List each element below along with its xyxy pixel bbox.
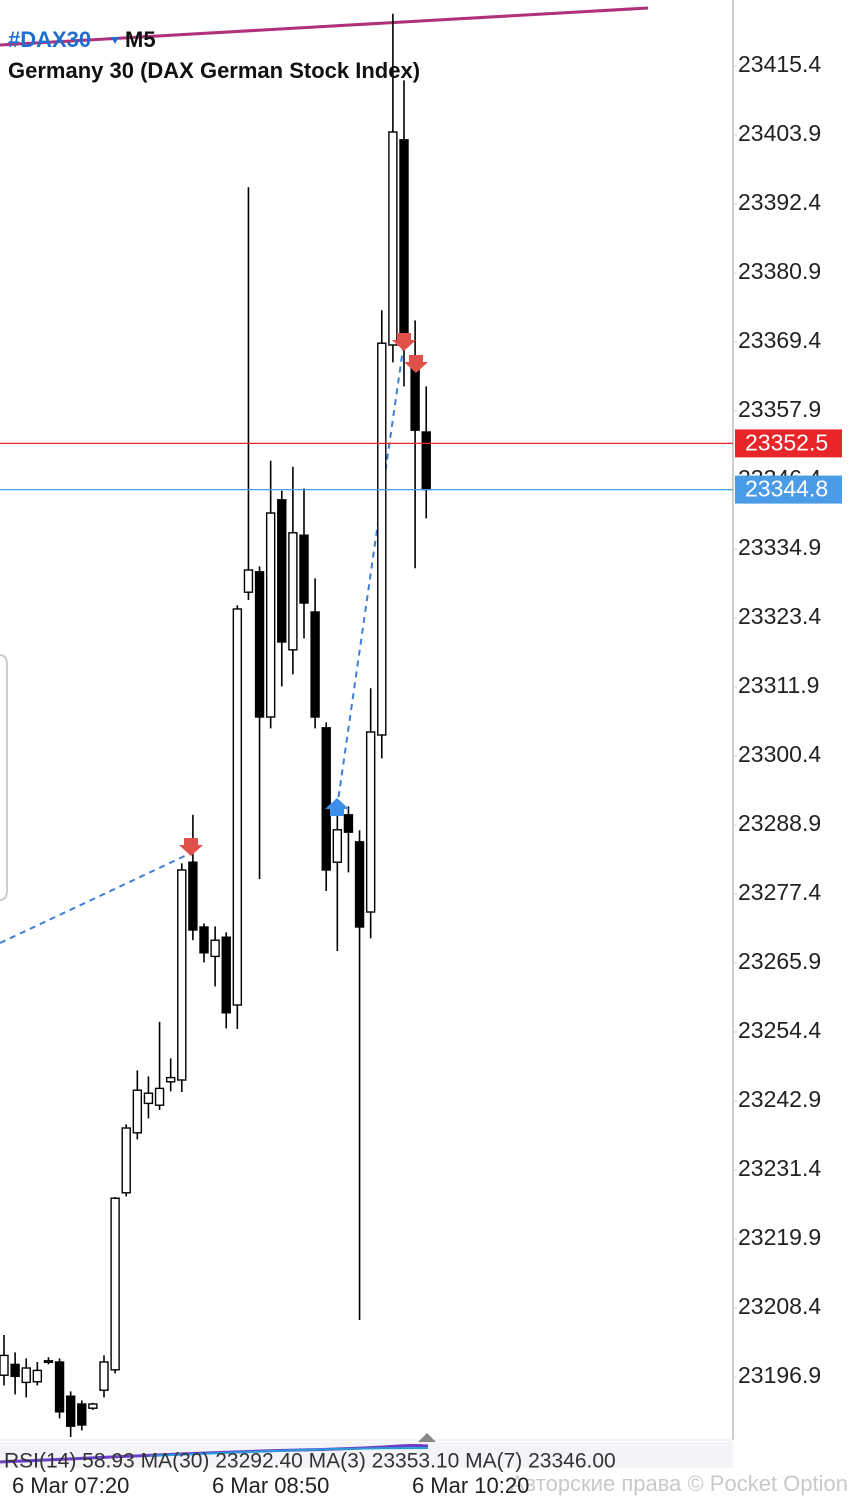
candle-body bbox=[132, 1089, 143, 1134]
y-tick-label: 23369.4 bbox=[738, 327, 821, 353]
candle-body bbox=[277, 499, 287, 643]
candle-body bbox=[88, 1403, 98, 1409]
y-tick-label: 23208.4 bbox=[738, 1293, 821, 1319]
y-tick-label: 23323.4 bbox=[738, 603, 821, 629]
price-label-box bbox=[735, 475, 842, 504]
y-tick-label: 23380.9 bbox=[738, 258, 821, 284]
candle-body bbox=[243, 569, 254, 593]
candle-body bbox=[143, 1092, 154, 1105]
y-tick-label: 23415.4 bbox=[738, 51, 821, 77]
price-label: 23352.5 bbox=[745, 429, 828, 455]
side-handle bbox=[0, 654, 8, 901]
chart-title: Germany 30 (DAX German Stock Index) bbox=[8, 58, 420, 83]
x-tick-label: 6 Mar 08:50 bbox=[212, 1473, 329, 1498]
y-tick-label: 23242.9 bbox=[738, 1086, 821, 1112]
candle-body bbox=[421, 431, 431, 491]
candle-body bbox=[165, 1076, 176, 1083]
y-tick-label: 23254.4 bbox=[738, 1017, 821, 1043]
y-tick-label: 23403.9 bbox=[738, 120, 821, 146]
candle-body bbox=[154, 1087, 165, 1106]
candle-body bbox=[121, 1127, 131, 1194]
y-tick-label: 23300.4 bbox=[738, 741, 821, 767]
candle-body bbox=[188, 861, 198, 931]
y-tick-label: 23288.9 bbox=[738, 810, 821, 836]
candle-body bbox=[365, 731, 376, 913]
candle-body bbox=[110, 1197, 120, 1371]
y-tick-label: 23311.9 bbox=[738, 672, 819, 698]
watermark: Авторские права © Pocket Option bbox=[510, 1471, 848, 1496]
candle-body bbox=[54, 1361, 65, 1413]
candle-body bbox=[77, 1403, 87, 1426]
candle-body bbox=[43, 1360, 54, 1364]
sell-marker bbox=[179, 838, 203, 856]
x-tick-label: 6 Mar 10:20 bbox=[412, 1473, 529, 1498]
candle-body bbox=[0, 1354, 9, 1376]
candle-body bbox=[288, 532, 298, 651]
trade-connector bbox=[0, 852, 192, 944]
symbol-dropdown[interactable] bbox=[111, 37, 119, 44]
candle-body bbox=[32, 1369, 43, 1383]
buy-marker bbox=[325, 798, 349, 816]
indicator-handle[interactable] bbox=[418, 1433, 436, 1442]
candles bbox=[0, 13, 431, 1437]
sell-marker bbox=[404, 355, 428, 373]
symbol[interactable]: #DAX30 bbox=[8, 27, 91, 52]
y-axis: 23196.9 23208.4 23219.9 23231.4 23242.9 23254… bbox=[733, 51, 821, 1388]
price-label-box bbox=[735, 429, 842, 458]
candle-body bbox=[221, 936, 231, 1014]
indicator-line bbox=[149, 1447, 429, 1457]
candle-body bbox=[232, 608, 243, 1006]
candle-body bbox=[388, 131, 398, 346]
y-tick-label: 23231.4 bbox=[738, 1155, 821, 1181]
trend-line bbox=[0, 6, 649, 47]
y-tick-label: 23196.9 bbox=[738, 1362, 821, 1388]
candle-body bbox=[321, 727, 331, 871]
candle-body bbox=[65, 1395, 76, 1427]
y-tick-label: 23277.4 bbox=[738, 879, 821, 905]
y-tick-label: 23334.9 bbox=[738, 534, 821, 560]
candle-body bbox=[310, 611, 320, 718]
sell-marker bbox=[392, 333, 416, 351]
trade-connector bbox=[336, 341, 405, 809]
candle-body bbox=[199, 926, 209, 954]
timeframe[interactable]: M5 bbox=[125, 27, 156, 52]
candle-body bbox=[399, 139, 409, 346]
y-tick-label: 23219.9 bbox=[738, 1224, 821, 1250]
y-tick-label: 23392.4 bbox=[738, 189, 821, 215]
candle-body bbox=[354, 841, 365, 928]
candle-body bbox=[99, 1361, 109, 1391]
candle-body bbox=[332, 829, 343, 863]
candle-body bbox=[10, 1363, 20, 1378]
candle-body bbox=[177, 869, 187, 1081]
candle-body bbox=[377, 342, 387, 736]
price-label: 23344.8 bbox=[745, 476, 828, 502]
candle-body bbox=[343, 814, 354, 833]
candle-body bbox=[265, 512, 276, 718]
candle-body bbox=[21, 1367, 31, 1384]
x-tick-label: 6 Mar 07:20 bbox=[12, 1473, 129, 1498]
indicator-text: RSI(14) 58.93 MA(30) 23292.40 MA(3) 2335… bbox=[4, 1450, 616, 1473]
candle-body bbox=[254, 571, 265, 718]
y-tick-label: 23357.9 bbox=[738, 396, 821, 422]
candle-body bbox=[299, 534, 309, 604]
y-tick-label: 23265.9 bbox=[738, 948, 821, 974]
candle-body bbox=[210, 939, 220, 958]
